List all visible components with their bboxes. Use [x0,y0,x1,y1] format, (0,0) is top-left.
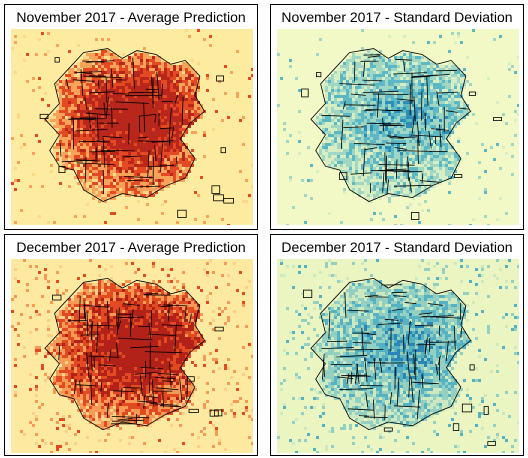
panel-nov-sd: November 2017 - Standard Deviation [270,4,524,230]
heatmap-dec-sd [277,259,519,453]
map-svg [277,259,519,453]
tract-boundaries [44,277,224,431]
map-svg [11,259,253,453]
panel-title: November 2017 - Average Prediction [16,9,246,25]
tract-boundaries [39,48,234,218]
heatmap-nov-sd [277,29,519,225]
panel-dec-avg: December 2017 - Average Prediction [4,234,258,456]
panel-dec-sd: December 2017 - Standard Deviation [270,234,524,456]
panel-title: December 2017 - Standard Deviation [281,239,513,255]
tract-boundaries [302,277,496,446]
panel-title: November 2017 - Standard Deviation [281,9,513,25]
tract-boundaries [301,48,502,220]
raster-pixels [11,259,253,453]
heatmap-dec-avg [11,259,253,453]
panel-nov-avg: November 2017 - Average Prediction [4,4,258,230]
heatmap-nov-avg [11,29,253,225]
map-svg [11,29,253,225]
map-svg [277,29,519,225]
panel-title: December 2017 - Average Prediction [16,239,246,255]
